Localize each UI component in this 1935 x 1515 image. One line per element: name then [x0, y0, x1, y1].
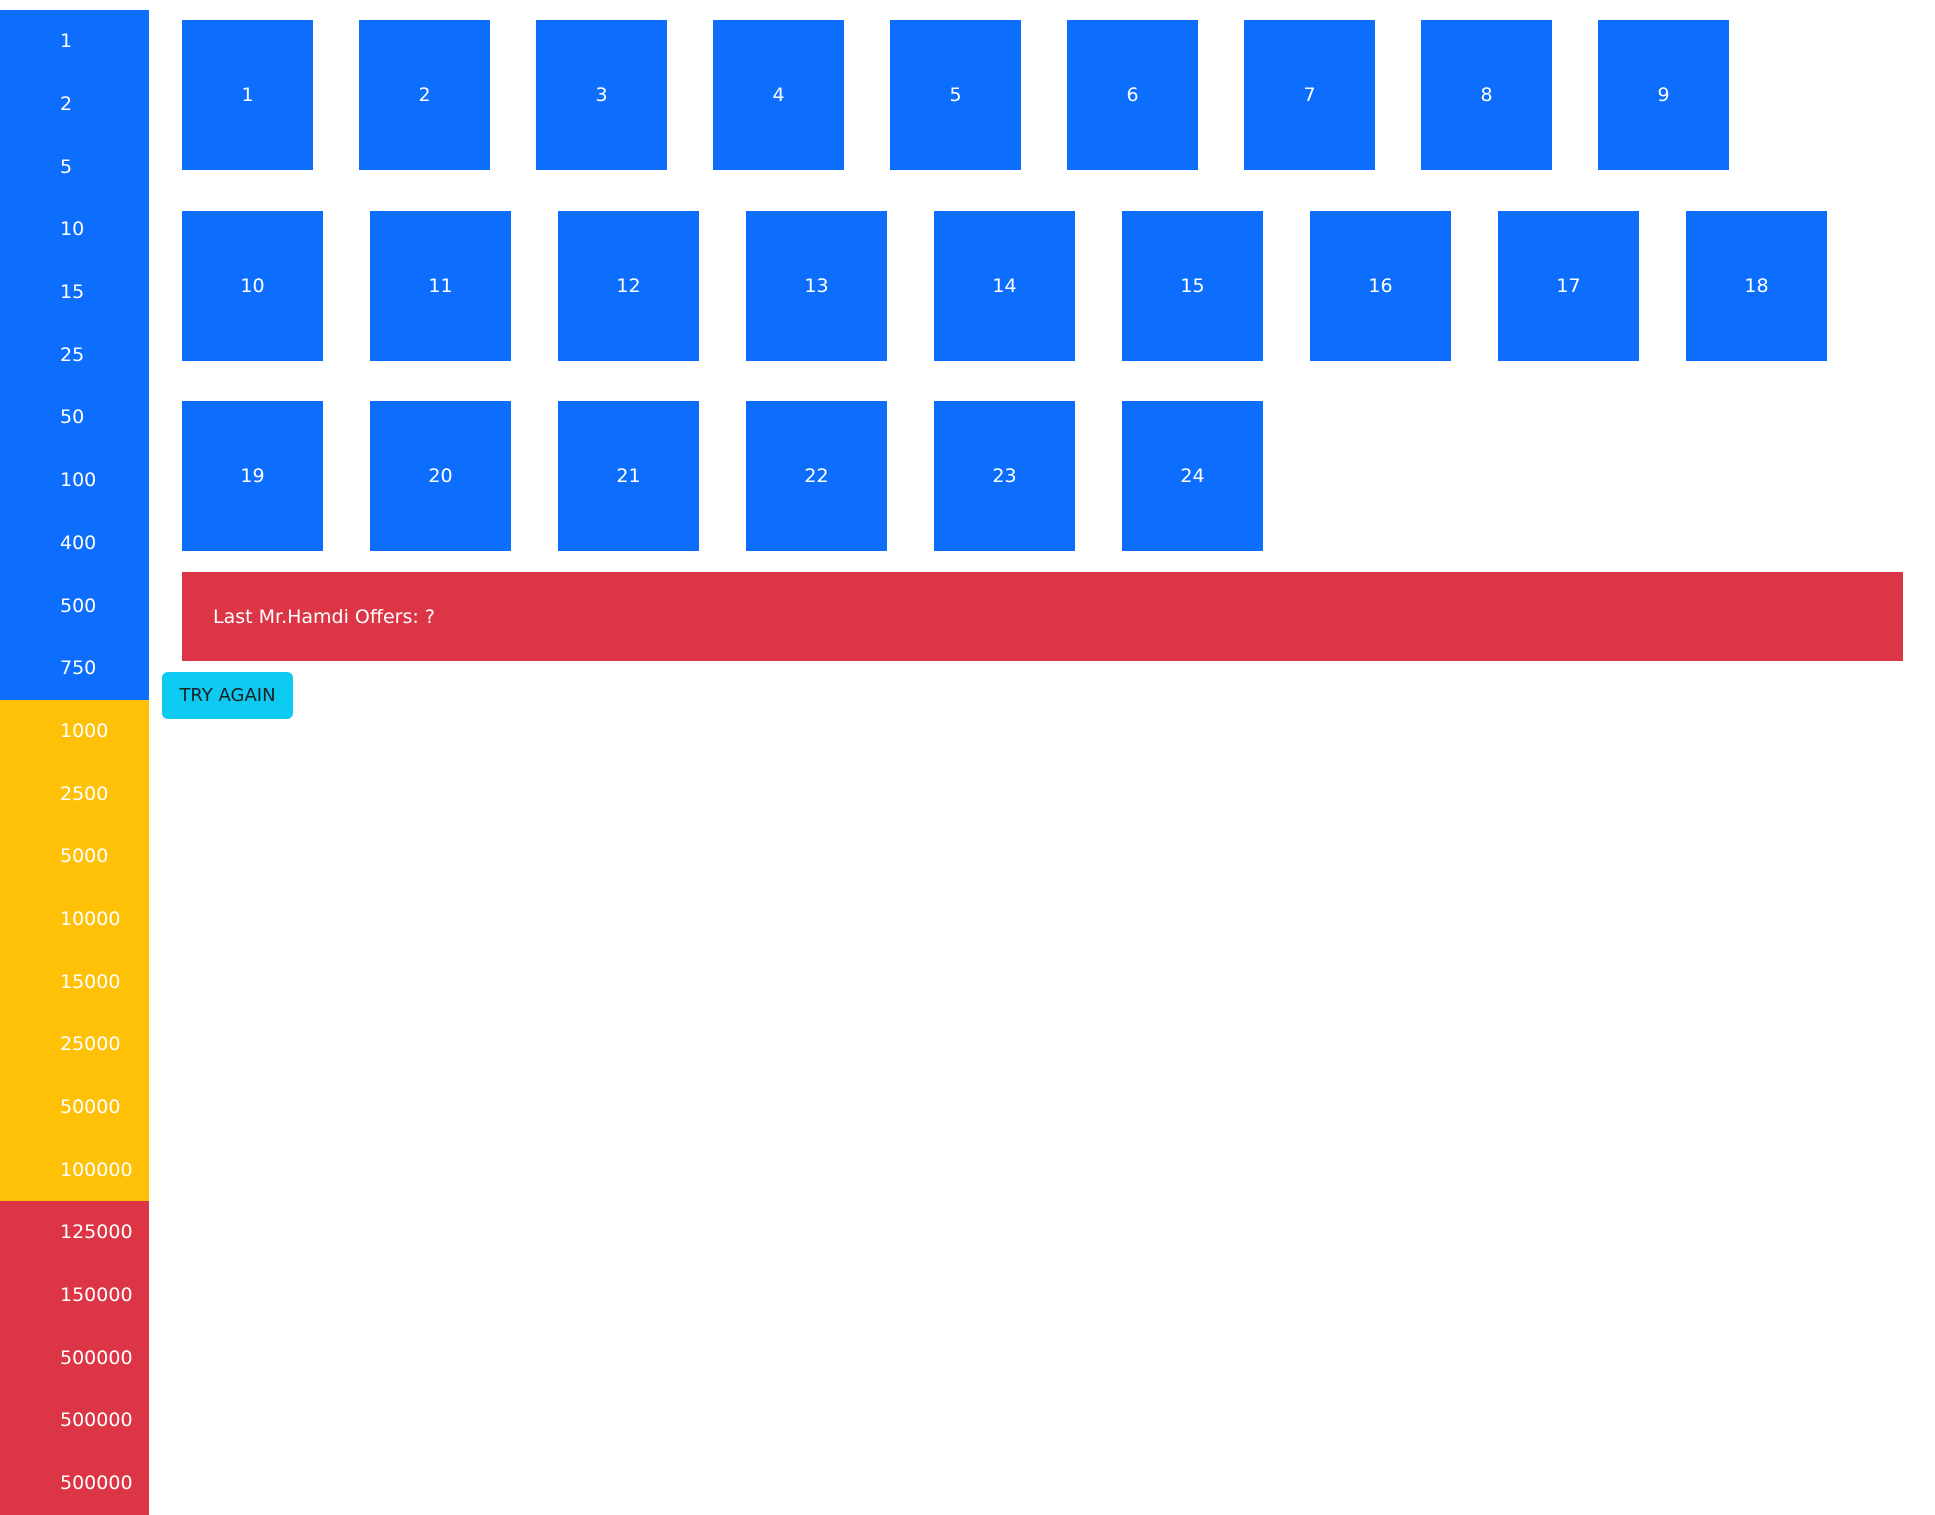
prize-item: 500	[0, 574, 149, 637]
box-15[interactable]: 15	[1122, 211, 1263, 361]
box-23[interactable]: 23	[934, 401, 1075, 551]
box-10[interactable]: 10	[182, 211, 323, 361]
prize-item: 50	[0, 386, 149, 449]
prize-item: 10000	[0, 887, 149, 951]
prize-item: 125000	[0, 1201, 149, 1264]
box-18[interactable]: 18	[1686, 211, 1827, 361]
prize-item: 15	[0, 260, 149, 324]
prize-item: 25	[0, 323, 149, 387]
prize-item: 750	[0, 636, 149, 700]
box-1[interactable]: 1	[182, 20, 313, 170]
prize-board: 1 2 5 10 15 25 50 100 400 500 750 1000 2…	[0, 10, 149, 1515]
box-7[interactable]: 7	[1244, 20, 1375, 170]
box-2[interactable]: 2	[359, 20, 490, 170]
prize-item: 100	[0, 448, 149, 512]
box-20[interactable]: 20	[370, 401, 511, 551]
box-9[interactable]: 9	[1598, 20, 1729, 170]
offer-banner: Last Mr.Hamdi Offers: ?	[182, 572, 1903, 661]
box-11[interactable]: 11	[370, 211, 511, 361]
prize-item: 15000	[0, 950, 149, 1013]
box-19[interactable]: 19	[182, 401, 323, 551]
box-3[interactable]: 3	[536, 20, 667, 170]
prize-item: 150000	[0, 1263, 149, 1327]
prize-item: 10	[0, 198, 149, 261]
box-8[interactable]: 8	[1421, 20, 1552, 170]
box-24[interactable]: 24	[1122, 401, 1263, 551]
prize-item: 500000	[0, 1451, 149, 1515]
box-13[interactable]: 13	[746, 211, 887, 361]
prize-item: 50000	[0, 1075, 149, 1139]
box-6[interactable]: 6	[1067, 20, 1198, 170]
prize-item: 500000	[0, 1326, 149, 1390]
prize-item: 500000	[0, 1389, 149, 1452]
prize-item: 1	[0, 10, 149, 73]
box-21[interactable]: 21	[558, 401, 699, 551]
box-4[interactable]: 4	[713, 20, 844, 170]
box-16[interactable]: 16	[1310, 211, 1451, 361]
prize-item: 2500	[0, 762, 149, 825]
prize-item: 100000	[0, 1138, 149, 1202]
prize-item: 400	[0, 511, 149, 575]
box-12[interactable]: 12	[558, 211, 699, 361]
try-again-button[interactable]: TRY AGAIN	[162, 672, 293, 719]
prize-item: 2	[0, 72, 149, 136]
offer-text: Last Mr.Hamdi Offers: ?	[213, 605, 435, 628]
prize-item: 5000	[0, 824, 149, 888]
box-22[interactable]: 22	[746, 401, 887, 551]
prize-item: 25000	[0, 1013, 149, 1076]
prize-item: 5	[0, 135, 149, 199]
box-17[interactable]: 17	[1498, 211, 1639, 361]
box-5[interactable]: 5	[890, 20, 1021, 170]
prize-item: 1000	[0, 699, 149, 763]
box-14[interactable]: 14	[934, 211, 1075, 361]
